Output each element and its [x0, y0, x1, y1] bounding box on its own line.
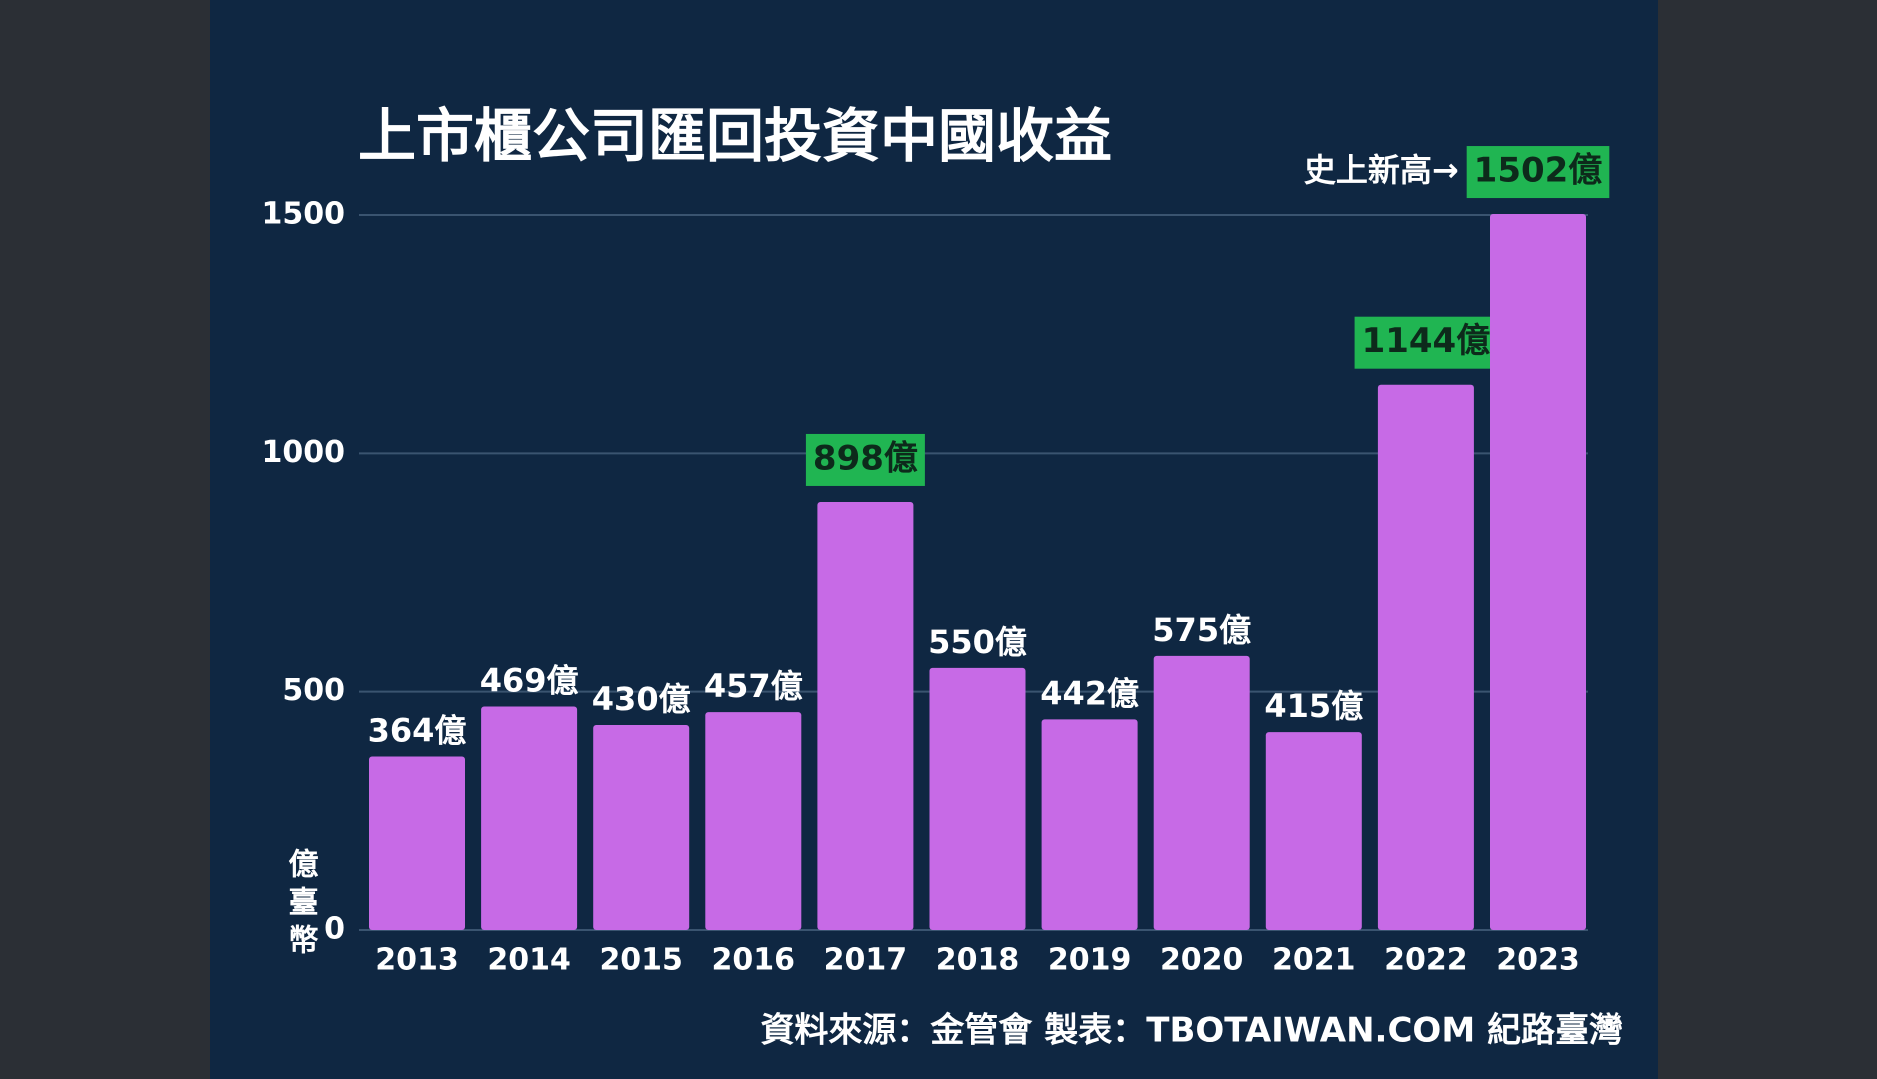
x-tick-label: 2019 — [1048, 943, 1132, 978]
value-label: 457億 — [704, 667, 803, 705]
label-box — [1466, 146, 1610, 199]
x-tick-label: 2018 — [936, 943, 1020, 978]
annotation: 史上新高→ — [1304, 151, 1459, 189]
x-tick-label: 2021 — [1272, 943, 1356, 978]
y-tick-label: 1000 — [262, 435, 346, 470]
bar — [1041, 719, 1138, 930]
bar — [593, 725, 690, 930]
bar — [1490, 214, 1586, 931]
y-tick-label: 0 — [324, 912, 345, 947]
bar — [929, 667, 1026, 930]
value-label: 442億 — [1040, 674, 1139, 712]
source-note: 資料來源：金管會 製表：TBOTAIWAN.COM 紀路臺灣 — [760, 1011, 1623, 1051]
value-label: 364億 — [368, 711, 467, 749]
x-tick-label: 2016 — [712, 943, 796, 978]
y-axis-label: 億臺幣 — [283, 848, 319, 962]
bar — [1153, 655, 1250, 930]
value-label: 430億 — [592, 680, 691, 718]
y-tick-label: 500 — [282, 673, 345, 708]
bar — [817, 501, 914, 930]
value-label: 898億 — [813, 438, 918, 478]
value-label: 575億 — [1152, 611, 1251, 649]
x-tick-label: 2017 — [824, 943, 908, 978]
bar — [1265, 732, 1362, 930]
bar — [369, 756, 465, 930]
x-tick-label: 2013 — [375, 943, 459, 978]
bar — [1377, 384, 1474, 930]
bar — [705, 712, 802, 930]
value-label: 1502億 — [1474, 151, 1603, 191]
value-label: 469億 — [480, 661, 579, 699]
value-label: 1144億 — [1362, 321, 1491, 361]
chart-title: 上市櫃公司匯回投資中國收益 — [358, 102, 1112, 170]
value-label: 415億 — [1264, 687, 1363, 725]
bar — [481, 706, 578, 930]
x-tick-label: 2022 — [1384, 943, 1468, 978]
label-box — [805, 433, 925, 486]
y-tick-label: 1500 — [262, 197, 346, 232]
x-tick-label: 2014 — [487, 943, 571, 978]
x-tick-label: 2023 — [1496, 943, 1580, 978]
label-box — [1354, 316, 1498, 369]
x-tick-label: 2020 — [1160, 943, 1244, 978]
value-label: 550億 — [928, 623, 1027, 661]
x-tick-label: 2015 — [599, 943, 683, 978]
